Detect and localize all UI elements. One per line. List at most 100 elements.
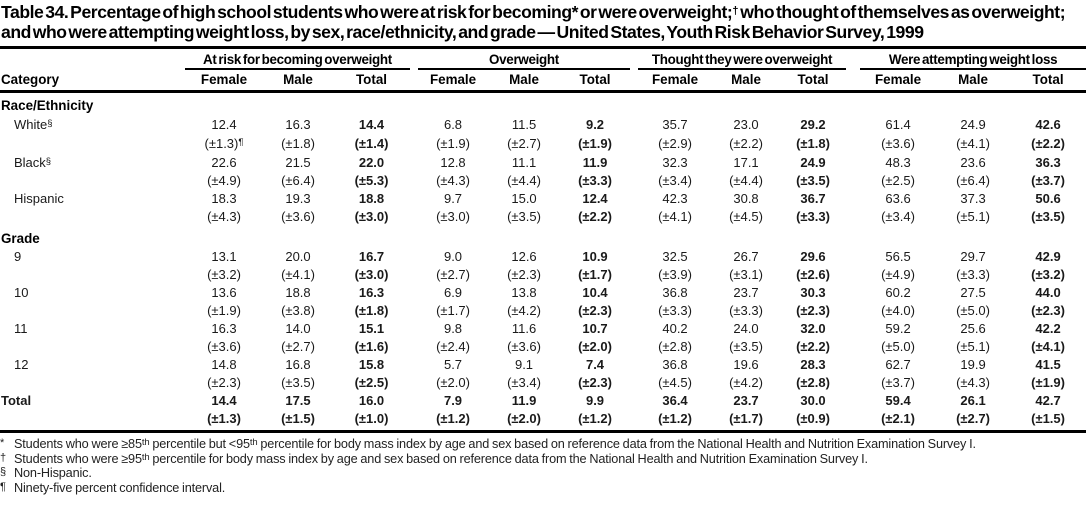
value-cell: 11.9 <box>511 393 537 408</box>
category-cell <box>0 338 185 356</box>
ci-cell: (±2.2) <box>729 135 763 151</box>
spacer-cell <box>846 302 860 320</box>
spacer-cell <box>630 284 638 302</box>
value-cell: 23.7 <box>733 285 759 300</box>
value-cell: 32.0 <box>800 321 826 336</box>
spacer-cell <box>410 338 418 356</box>
category-cell: Black§ <box>0 153 185 172</box>
ci-cell: (±1.8) <box>281 135 315 151</box>
ci-cell: (±2.9) <box>658 135 692 151</box>
section-footnote-mark: § <box>45 156 52 167</box>
ci-cell: (±2.2) <box>1031 135 1065 151</box>
category-cell: 10 <box>0 284 185 302</box>
ci-cell: (±3.5) <box>729 339 763 354</box>
value-cell: 42.7 <box>1035 393 1061 408</box>
ci-cell: (±3.6) <box>281 209 315 224</box>
ci-cell: (±2.0) <box>436 375 470 390</box>
ci-cell: (±5.0) <box>881 339 915 354</box>
footnote-marker: § <box>0 466 6 479</box>
value-cell: 7.9 <box>443 393 463 408</box>
value-cell: 16.3 <box>285 116 311 132</box>
value-cell: 12.8 <box>440 154 466 170</box>
value-cell: 11.9 <box>582 154 608 170</box>
value-cell: 16.3 <box>358 285 385 300</box>
table-row: Black§ 22.6 21.5 22.0 12.8 11.1 11.9 32.3 17.1 24… <box>0 153 1086 172</box>
value-cell: 7.4 <box>585 357 605 372</box>
value-cell: 5.7 <box>443 357 463 372</box>
spacer-cell <box>846 190 860 208</box>
ci-cell: (±2.1) <box>860 410 937 433</box>
ci-cell: (±2.7) <box>936 410 1011 433</box>
spacer-cell <box>410 208 418 226</box>
category-cell: White§ <box>0 115 185 134</box>
table-row: 10 13.6 18.8 16.3 6.9 13.8 10.4 36.8 23.7 30.3 60.… <box>0 284 1086 302</box>
spacer-cell <box>630 338 638 356</box>
value-cell: 22.0 <box>358 154 385 170</box>
category-cell: Total <box>0 392 185 410</box>
value-cell: 26.1 <box>960 393 986 408</box>
ci-cell: (±2.3) <box>578 375 612 390</box>
spacer-cell <box>630 115 638 134</box>
category-label: Hispanic <box>14 191 64 206</box>
value-cell: 16.7 <box>358 249 385 264</box>
ci-cell: (±2.2) <box>578 209 612 224</box>
ci-cell: (±2.2) <box>796 339 830 354</box>
confidence-interval-row: (±3.6) (±2.7) (±1.6) (±2.4) (±3.6) (±2.0) (±2.… <box>0 338 1086 356</box>
category-cell: 11 <box>0 320 185 338</box>
ci-cell: (±4.1) <box>956 135 990 151</box>
spacer-cell <box>410 50 418 69</box>
ci-cell: (±6.4) <box>281 173 315 188</box>
table-title: Table 34. Percentage of high school stud… <box>0 0 1086 49</box>
value-cell: 42.6 <box>1035 116 1061 132</box>
ci-cell: (±1.9) <box>578 135 612 151</box>
category-label: Total <box>1 393 32 408</box>
value-cell: 25.6 <box>960 321 986 336</box>
ci-cell: (±1.7) <box>436 303 470 318</box>
value-cell: 23.7 <box>733 393 759 408</box>
ci-cell: (±1.7) <box>712 410 781 433</box>
ci-cell: (±1.4) <box>354 135 389 151</box>
value-cell: 24.9 <box>960 116 986 132</box>
ci-cell: (±1.5) <box>1010 410 1086 433</box>
spacer-cell <box>410 172 418 190</box>
spacer-cell <box>846 50 860 69</box>
group-header: Overweight <box>418 50 631 70</box>
value-cell: 24.0 <box>733 321 759 336</box>
section-header-row: Race/Ethnicity <box>0 92 1086 116</box>
value-cell: 22.6 <box>211 154 237 170</box>
ci-cell: (±1.0) <box>333 410 411 433</box>
title-text: Table 34. Percentage of high school stud… <box>1 2 733 22</box>
value-cell: 50.6 <box>1035 191 1061 206</box>
spacer-cell <box>846 153 860 172</box>
value-cell: 62.7 <box>885 357 911 372</box>
ci-cell: (±4.5) <box>729 209 763 224</box>
value-cell: 36.8 <box>662 285 688 300</box>
footnote-marker: † <box>0 452 6 465</box>
ci-cell: (±2.8) <box>796 375 830 390</box>
ci-cell: (±4.2) <box>507 303 541 318</box>
footnote: † Students who were ≥95th percentile for … <box>0 451 1086 466</box>
category-cell <box>0 134 185 153</box>
group-header-row: Category At risk for becoming overweight… <box>0 50 1086 93</box>
column-header-male: Male <box>263 69 333 93</box>
spacer-cell <box>846 356 860 374</box>
category-label: Black <box>14 155 46 170</box>
ci-cell: (±2.0) <box>488 410 561 433</box>
value-cell: 42.3 <box>662 191 688 206</box>
value-cell: 13.8 <box>511 285 537 300</box>
spacer-cell <box>846 374 860 392</box>
ci-cell: (±2.7) <box>436 267 470 282</box>
spacer-cell <box>630 320 638 338</box>
ci-cell: (±3.5) <box>281 375 315 390</box>
ci-cell: (±0.9) <box>780 410 847 433</box>
value-cell: 32.5 <box>662 249 688 264</box>
ci-cell: (±5.1) <box>956 339 990 354</box>
confidence-interval-row: (±1.9) (±3.8) (±1.8) (±1.7) (±4.2) (±2.3) (±3.… <box>0 302 1086 320</box>
ci-cell: (±3.4) <box>658 173 692 188</box>
ci-cell: (±3.7) <box>881 375 915 390</box>
value-cell: 36.4 <box>662 393 688 408</box>
category-cell <box>0 302 185 320</box>
ordinal-superscript: th <box>249 437 258 448</box>
spacer-cell <box>630 356 638 374</box>
value-cell: 48.3 <box>885 154 911 170</box>
